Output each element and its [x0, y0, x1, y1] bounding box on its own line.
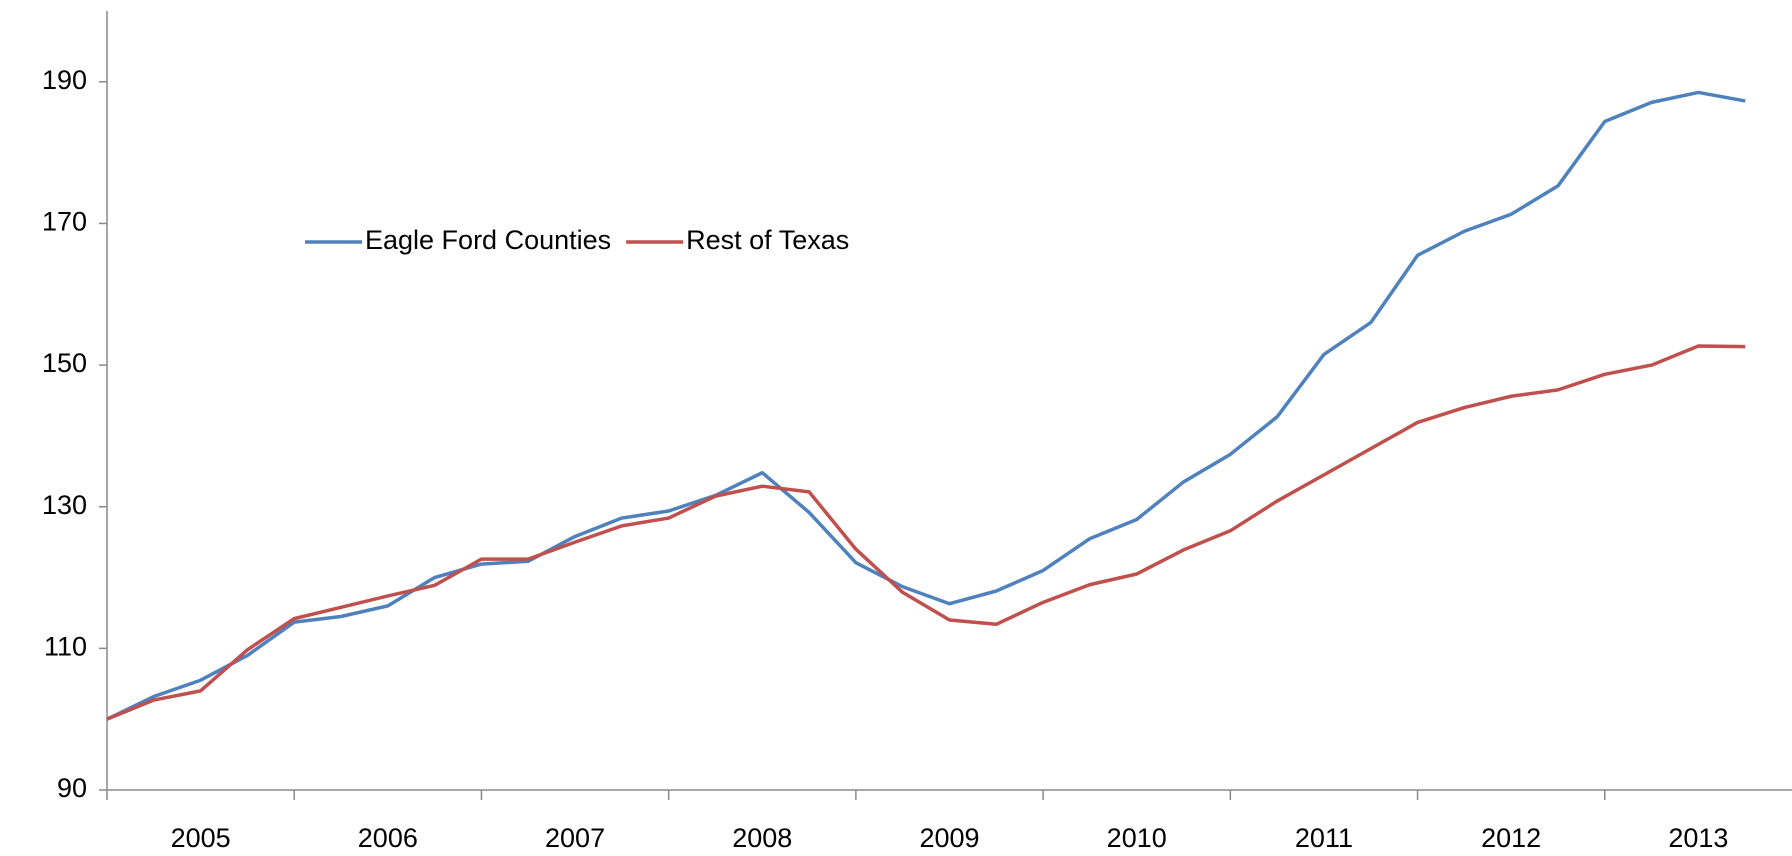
y-tick-label: 170 — [42, 207, 87, 237]
x-tick-label: 2008 — [732, 823, 792, 853]
x-tick-label: 2013 — [1668, 823, 1728, 853]
x-tick-label: 2012 — [1481, 823, 1541, 853]
y-tick-label: 190 — [42, 65, 87, 95]
y-tick-label: 130 — [42, 490, 87, 520]
line-series — [106, 344, 1746, 721]
line-series — [106, 90, 1746, 721]
y-tick-label: 110 — [44, 631, 87, 661]
x-tick-label: 2009 — [919, 823, 979, 853]
x-tick-label: 2007 — [545, 823, 605, 853]
x-tick-label: 2006 — [358, 823, 418, 853]
x-tick-label: 2005 — [171, 823, 231, 853]
legend-label: Eagle Ford Counties — [365, 225, 611, 255]
x-tick-label: 2011 — [1295, 823, 1353, 853]
legend-label: Rest of Texas — [686, 225, 849, 255]
x-tick-label: 2010 — [1107, 823, 1167, 853]
y-tick-label: 150 — [42, 348, 87, 378]
y-tick-label: 90 — [57, 773, 87, 803]
